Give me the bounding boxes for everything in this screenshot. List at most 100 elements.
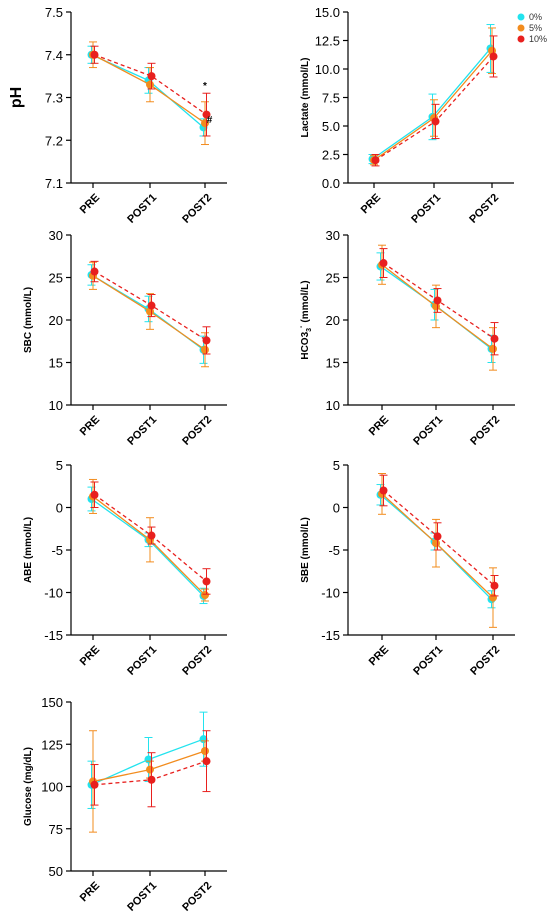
chart-abe: -15 -10 -5 0 5 PRE POST1 POST2 ABE (mmol/L) — [23, 458, 227, 678]
legend-marker-2 — [517, 35, 525, 43]
data-point — [147, 775, 156, 784]
x-tick-label: PRE — [78, 192, 102, 216]
legend-entry-0: 0% — [517, 12, 542, 22]
y-tick-label: 10 — [49, 398, 63, 413]
legend-label-0: 0% — [529, 12, 542, 22]
legend-entry-2: 10% — [517, 34, 547, 44]
data-point — [90, 490, 99, 499]
y-tick-label: -10 — [321, 586, 340, 601]
y-axis-title: SBC (mmol/L) — [23, 287, 34, 353]
data-point — [489, 344, 497, 353]
y-tick-label: 7.5 — [322, 91, 340, 106]
legend-entry-1: 5% — [517, 23, 542, 33]
data-point — [146, 80, 154, 89]
data-point — [490, 334, 499, 343]
y-tick-label: 25 — [49, 271, 63, 286]
y-tick-label: -15 — [321, 628, 340, 643]
y-tick-label: 150 — [41, 695, 63, 710]
y-axis-title: pH — [8, 87, 25, 108]
legend-marker-0 — [517, 13, 525, 21]
y-tick-label: 30 — [49, 228, 63, 243]
series-0pct — [87, 711, 208, 809]
y-tick-label: -5 — [328, 543, 340, 558]
y-tick-label: 5 — [333, 458, 340, 473]
series-line — [91, 54, 204, 128]
y-axis-title: Glucose (mg/dL) — [23, 747, 34, 826]
chart-lactate: 0.0 2.5 5.0 7.5 10.0 12.5 15.0 PRE POST1 POST2 Lac… — [300, 5, 514, 226]
x-tick-label: POST2 — [468, 644, 502, 678]
legend: 0% 5% 10% — [517, 12, 547, 44]
x-tick-label: POST2 — [180, 414, 214, 448]
y-axis-title: SBE (mmol/L) — [300, 517, 311, 583]
x-tick-label: POST1 — [125, 880, 159, 914]
series-5pct — [378, 244, 497, 371]
x-tick-label: PRE — [367, 414, 391, 438]
x-tick-label: PRE — [78, 880, 102, 904]
annotation-mark: * — [203, 81, 207, 92]
series-0pct — [87, 486, 208, 605]
y-tick-label: 10 — [326, 398, 340, 413]
y-tick-label: 5.0 — [322, 119, 340, 134]
data-point — [202, 757, 211, 766]
data-point — [490, 581, 499, 590]
x-tick-label: POST1 — [411, 414, 445, 448]
chart-sbc: 10 15 20 25 30 PRE POST1 POST2 SBC (mmol/L) — [23, 228, 227, 448]
data-point — [432, 539, 440, 548]
series-10pct — [90, 481, 211, 595]
data-point — [379, 486, 388, 495]
y-tick-label: 12.5 — [315, 34, 340, 49]
y-tick-label: 15 — [49, 356, 63, 371]
chart-sbe: -15 -10 -5 0 5 PRE POST1 POST2 SBE (mmol/L) — [300, 458, 515, 678]
y-tick-label: 0 — [56, 501, 63, 516]
legend-marker-1 — [517, 24, 525, 32]
chart-ph: 7.1 7.2 7.3 7.4 7.5 PRE POST1 POST2 pH * # — [8, 5, 227, 226]
y-axis-title: ABE (mmol/L) — [23, 517, 34, 583]
x-tick-label: POST2 — [468, 414, 502, 448]
x-tick-label: POST2 — [180, 880, 214, 914]
series-0pct — [87, 45, 208, 137]
y-tick-label: 7.5 — [45, 5, 63, 20]
x-tick-label: POST1 — [409, 192, 443, 226]
chart-hco3: 10 15 20 25 30 PRE POST1 POST2 HCO33- (mmol/L) — [298, 228, 515, 448]
y-axis-title: Lactate (mmol/L) — [300, 57, 311, 137]
x-tick-label: POST2 — [180, 644, 214, 678]
data-point — [202, 336, 211, 345]
y-axis-title-sup: - — [298, 325, 305, 328]
y-tick-label: 20 — [49, 313, 63, 328]
y-tick-label: 7.2 — [45, 133, 63, 148]
series-line — [372, 48, 491, 160]
data-point — [147, 301, 156, 310]
y-tick-label: 20 — [326, 313, 340, 328]
x-tick-label: PRE — [359, 192, 383, 216]
y-tick-label: 0.0 — [322, 176, 340, 191]
data-point — [146, 765, 154, 774]
series-10pct — [371, 35, 498, 167]
y-tick-label: 5 — [56, 458, 63, 473]
legend-label-1: 5% — [529, 23, 542, 33]
y-tick-label: -10 — [44, 586, 63, 601]
y-tick-label: 15 — [326, 356, 340, 371]
annotation-mark: # — [207, 115, 213, 126]
y-tick-label: 7.1 — [45, 176, 63, 191]
x-tick-label: POST1 — [125, 414, 159, 448]
y-axis-title-sub: 3 — [306, 328, 313, 332]
legend-label-2: 10% — [529, 34, 547, 44]
data-point — [201, 591, 209, 600]
x-tick-label: PRE — [78, 414, 102, 438]
y-tick-label: 25 — [326, 271, 340, 286]
y-tick-label: 0 — [333, 501, 340, 516]
y-tick-label: 15.0 — [315, 5, 340, 20]
data-point — [489, 593, 497, 602]
series-line — [91, 498, 204, 597]
series-line — [94, 54, 207, 116]
y-tick-label: 75 — [49, 822, 63, 837]
y-tick-label: 2.5 — [322, 148, 340, 163]
chart-glucose: 50 75 100 125 150 PRE POST1 POST2 Glucose (mg/dL… — [23, 695, 227, 914]
x-tick-label: PRE — [367, 644, 391, 668]
data-point — [371, 156, 380, 165]
data-point — [90, 50, 99, 59]
y-tick-label: 100 — [41, 780, 63, 795]
y-tick-label: 7.4 — [45, 48, 63, 63]
data-point — [202, 110, 211, 119]
